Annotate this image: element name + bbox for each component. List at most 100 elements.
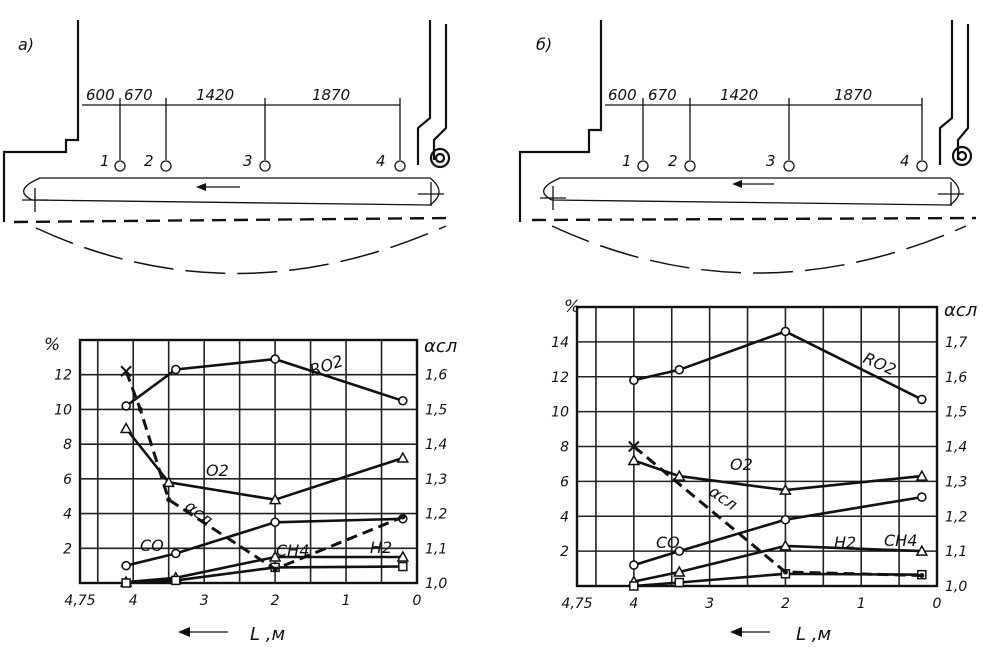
- chart-a-y2-axis-label: αсл: [424, 336, 457, 357]
- chart-a-y-tick-label: 8: [63, 437, 72, 453]
- chart-a-y2-tick-label: 1,5: [425, 402, 447, 418]
- chart-a-series-co-point: [270, 517, 280, 528]
- chart-a-y-tick-label: 4: [63, 507, 72, 523]
- probe-points-b: 1 2 3 4: [622, 152, 928, 172]
- chart-b-direction-arrow-head: [730, 627, 742, 637]
- chart-a-series-co-point: [170, 548, 181, 559]
- probe-label-b3: 3: [766, 152, 776, 170]
- chart-b-series-o2-point: [627, 453, 641, 466]
- chart-a-y2-tick-label: 1,4: [425, 437, 447, 453]
- chart-a-series-ro2-point: [121, 401, 131, 411]
- chart-b-series-alpha-point: [782, 569, 788, 575]
- chart-a-label-co: CO: [140, 536, 164, 555]
- chart-b-series-o2-point: [673, 469, 686, 481]
- chart-b-label-co: CO: [656, 533, 680, 552]
- furnace-sketch-a: а) 600 670 1420 1870 1 2 3 4: [2, 20, 453, 275]
- chart-a-series-ch4-point: [396, 550, 410, 562]
- probe-label-a4: 4: [376, 152, 386, 170]
- chart-a-frame: [78, 338, 419, 585]
- chart-a-label-alpha: αсл: [182, 496, 217, 529]
- panel-label-b: б): [536, 35, 552, 54]
- chart-a-series-ro2-point: [398, 395, 408, 406]
- chart-b-x-ticks: 4,75 4 3 2 1 0: [561, 596, 941, 612]
- chart-a-series-o2-line: [125, 427, 404, 502]
- chart-b-series-co-line: [633, 495, 923, 567]
- dim-label-a-600: 600: [86, 86, 115, 104]
- chart-b-series-o2-point: [779, 483, 792, 495]
- bath-arc-b: [551, 225, 967, 274]
- chart-b-x-axis-label: L ,м: [796, 624, 831, 645]
- chart-a-series-co-point: [121, 560, 131, 571]
- flow-arrow-head-b: [732, 180, 742, 188]
- chart-a-direction-arrow-head: [178, 627, 190, 637]
- chart-b-series-ro2-line: [633, 329, 923, 401]
- chart-a-series-o2-point: [119, 421, 133, 434]
- chart-b-y2-axis-label: αсл: [944, 300, 977, 321]
- chart-a-series-h2-line: [126, 565, 403, 585]
- panel-label-a: а): [18, 35, 34, 54]
- chart-a-y-tick-label: 2: [63, 541, 72, 557]
- chart-b-x-tick-label: 0: [933, 596, 942, 612]
- chart-b-y2-ticks: 1,0 1,1 1,2 1,3 1,4 1,5 1,6 1,7: [945, 335, 967, 595]
- bath-arc-a: [35, 225, 447, 275]
- chart-a-label-h2: H2: [370, 538, 392, 557]
- burner-core-a: [434, 152, 446, 164]
- chart-a-y-tick-label: 6: [63, 472, 72, 488]
- chart-b-series-o2-line: [633, 459, 922, 492]
- chart-b-series-alpha-line: [632, 445, 922, 577]
- probe-point-a4: [394, 160, 406, 172]
- chart-a-series-o2-point: [268, 493, 282, 505]
- chart-a-label-o2: O2: [206, 461, 229, 480]
- chart-a-series-ch4-line: [125, 555, 403, 584]
- chart-a-series: [119, 354, 410, 588]
- chart-a-series-co-line: [125, 517, 403, 567]
- chart-a-label-ch4: CH4: [276, 541, 309, 560]
- chart-a-series-alpha-point: [137, 406, 143, 412]
- chart-a-x-tick-label: 4,75: [64, 593, 95, 609]
- chart-a-series-alpha-point: [400, 514, 406, 520]
- chart-b-series-ch4-point: [629, 581, 639, 591]
- probe-point-b1: [637, 160, 649, 172]
- chart-b-series-co-point: [917, 492, 927, 502]
- flame-outline-a: [23, 177, 440, 206]
- chart-b-series-h2-line: [633, 544, 922, 583]
- flame-outline-b: [543, 177, 960, 206]
- chart-a-y-tick-label: 10: [54, 402, 72, 418]
- chart-b-y2-tick-label: 1,1: [945, 544, 967, 560]
- chart-a-series-h2-point: [171, 575, 181, 586]
- chart-b-series-h2-point: [673, 565, 686, 577]
- probe-points-a: 1 2 3 4: [100, 152, 406, 172]
- probe-point-b2: [684, 160, 696, 172]
- probe-label-a1: 1: [100, 152, 110, 170]
- chart-b-label-alpha: αсл: [706, 482, 741, 515]
- chart-b-y2-tick-label: 1,4: [945, 440, 967, 456]
- bath-level-b: [531, 216, 977, 222]
- probe-point-a3: [259, 160, 271, 172]
- burner-core-b: [956, 150, 968, 162]
- chart-a-y2-tick-label: 1,6: [425, 368, 447, 384]
- chart-b-x-tick-label: 4: [629, 596, 638, 612]
- chart-b-label-o2: O2: [730, 455, 753, 474]
- chart-b-series-ro2-point: [917, 394, 927, 405]
- chart-b-y-tick-label: 2: [560, 544, 569, 560]
- dim-label-a-1420: 1420: [196, 86, 234, 104]
- chart-b-y-tick-label: 4: [560, 509, 569, 525]
- chart-a-series-ro2-point: [270, 354, 280, 364]
- chart-b-series-alpha-point: [919, 573, 925, 579]
- chart-b-series-co-point: [674, 546, 685, 556]
- chart-b-label-ro2: RO2: [860, 348, 899, 379]
- chart-a-series-alpha-point: [120, 365, 132, 377]
- chart-a-series-alpha-line: [124, 370, 404, 571]
- chart-b-y-tick-label: 14: [551, 335, 569, 351]
- chart-b-series-o2-point: [915, 469, 929, 481]
- chart-a-x-tick-label: 1: [342, 593, 351, 609]
- chart-a-series-labels: RO2 O2 CO CH4 H2 αсл: [140, 351, 392, 560]
- probe-point-a1: [114, 160, 126, 172]
- chart-b-y-axis-label: %: [564, 297, 580, 317]
- chart-a-x-tick-label: 2: [271, 593, 280, 609]
- chart-b-label-h2: H2: [834, 533, 856, 552]
- chart-a-x-axis-label: L ,м: [250, 624, 285, 645]
- chart-a-y-ticks: 2 4 6 8 10 12: [54, 368, 72, 558]
